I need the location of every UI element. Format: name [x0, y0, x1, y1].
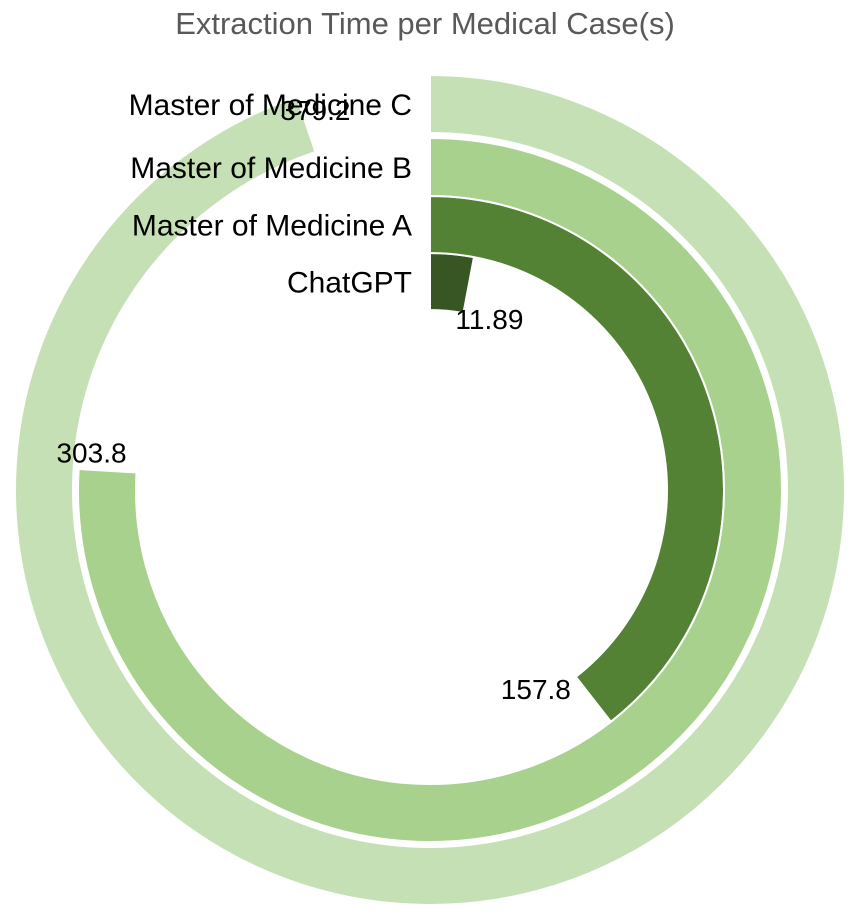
value-label-master-of-medicine-c: 379.2 [280, 95, 350, 126]
chart-title: Extraction Time per Medical Case(s) [175, 6, 675, 41]
category-label-chatgpt: ChatGPT [287, 267, 412, 300]
category-label-master-of-medicine-a: Master of Medicine A [132, 210, 412, 243]
category-label-master-of-medicine-c: Master of Medicine C [129, 89, 412, 122]
value-label-master-of-medicine-a: 157.8 [501, 674, 571, 705]
category-label-master-of-medicine-b: Master of Medicine B [130, 152, 412, 185]
value-label-group: 11.89 157.8 303.8 379.2 [56, 95, 570, 705]
value-label-chatgpt: 11.89 [455, 304, 523, 335]
category-label-group: ChatGPT Master of Medicine A Master of Med… [129, 89, 412, 300]
arc-master-of-medicine-b [77, 136, 783, 843]
arc-group [14, 73, 846, 906]
arc-master-of-medicine-c [14, 73, 846, 906]
value-label-master-of-medicine-b: 303.8 [56, 437, 126, 468]
